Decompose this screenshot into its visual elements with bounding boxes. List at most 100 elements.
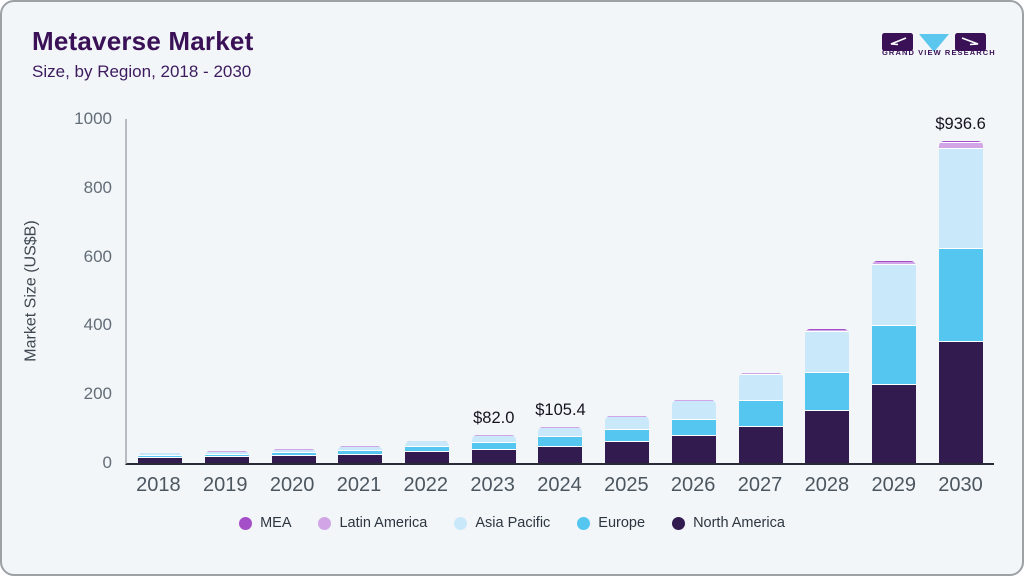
legend-item-europe: Europe <box>577 515 645 531</box>
page-title: Metaverse Market <box>32 26 254 56</box>
bar-segment-north-america-2027 <box>738 426 783 463</box>
bar-2019 <box>194 119 261 463</box>
bar-segment-north-america-2018 <box>138 457 183 463</box>
bar-segment-latin-america-2027 <box>738 373 783 375</box>
bar-segment-europe-2027 <box>738 401 783 427</box>
bar-segment-north-america-2028 <box>805 410 850 463</box>
bar-segment-europe-2021 <box>338 451 383 455</box>
bar-segment-latin-america-2030 <box>938 143 983 149</box>
bar-segment-europe-2023 <box>471 442 516 450</box>
legend-dot-icon <box>318 516 332 530</box>
y-tick-600: 600 <box>83 246 112 266</box>
bar-segment-latin-america-2023 <box>471 435 516 436</box>
bar-segment-north-america-2023 <box>471 449 516 463</box>
bar-segment-latin-america-2028 <box>805 329 850 332</box>
legend-dot-icon <box>454 516 468 530</box>
bar-value-label-2023: $82.0 <box>473 408 515 427</box>
legend-label: Asia Pacific <box>475 515 551 531</box>
bar-segment-latin-america-2026 <box>671 400 716 402</box>
bar-2028 <box>794 119 861 463</box>
x-label-2030: 2030 <box>938 474 983 496</box>
bar-segment-north-america-2022 <box>405 452 450 463</box>
bar-2025 <box>594 119 661 463</box>
bar-segment-asia-pacific-2022 <box>405 441 450 448</box>
bar-segment-north-america-2021 <box>338 454 383 463</box>
legend-label: Europe <box>598 515 646 531</box>
x-label-2024: 2024 <box>537 474 582 496</box>
x-label-2022: 2022 <box>403 474 449 496</box>
y-tick-0: 0 <box>102 453 112 472</box>
legend-label: North America <box>693 515 785 531</box>
bar-segment-asia-pacific-2029 <box>871 264 916 327</box>
bar-segment-north-america-2020 <box>271 456 316 463</box>
x-label-2028: 2028 <box>804 474 850 496</box>
bar-2021 <box>327 119 394 463</box>
legend-dot-icon <box>577 516 591 530</box>
grand-view-research-logo-icon <box>882 33 986 52</box>
legend-item-latin-america: Latin America <box>318 515 427 531</box>
bar-segment-mea-2026 <box>671 399 716 401</box>
bar-2018 <box>127 119 194 463</box>
x-label-2027: 2027 <box>737 474 783 496</box>
bar-segment-north-america-2024 <box>538 446 583 463</box>
bar-segment-mea-2030 <box>938 140 983 144</box>
bar-segment-latin-america-2025 <box>605 416 650 418</box>
bar-segment-north-america-2030 <box>938 341 983 463</box>
bar-segment-europe-2029 <box>871 326 916 385</box>
y-tick-400: 400 <box>83 315 112 335</box>
bar-segment-europe-2024 <box>538 436 583 447</box>
bar-segment-asia-pacific-2028 <box>805 331 850 373</box>
bar-segment-europe-2022 <box>405 447 450 452</box>
y-tick-800: 800 <box>83 177 112 197</box>
bar-segment-europe-2020 <box>271 453 316 457</box>
bar-segment-latin-america-2029 <box>871 261 916 265</box>
x-label-2029: 2029 <box>871 474 916 496</box>
x-label-2019: 2019 <box>203 474 248 496</box>
bar-segment-asia-pacific-2020 <box>271 449 316 454</box>
y-tick-200: 200 <box>83 384 112 404</box>
legend-label: Latin America <box>339 515 428 531</box>
bar-segment-europe-2026 <box>671 420 716 437</box>
bar-segment-asia-pacific-2025 <box>605 417 650 431</box>
x-axis-labels: 2018 2019 2020 2021 2022 2023 2024 2025 2026 2027… <box>125 474 994 497</box>
bar-2024: $105.4 <box>527 119 594 463</box>
bar-2026 <box>661 119 728 463</box>
bar-segment-europe-2018 <box>138 455 183 458</box>
bar-segment-europe-2019 <box>205 454 250 458</box>
legend: MEA Latin America Asia Pacific Europe North … <box>2 515 1022 531</box>
bar-segment-asia-pacific-2026 <box>671 401 716 421</box>
bar-2023: $82.0 <box>460 119 527 463</box>
legend-label: MEA <box>260 515 292 531</box>
legend-item-asia-pacific: Asia Pacific <box>454 515 550 531</box>
bars-area: $82.0 $105.4 $936.6 <box>127 115 994 463</box>
bar-segment-asia-pacific-2027 <box>738 374 783 402</box>
plot-area: $82.0 $105.4 $936.6 <box>125 115 994 465</box>
x-label-2025: 2025 <box>604 474 649 496</box>
bar-2020 <box>260 119 327 463</box>
x-label-2020: 2020 <box>269 474 315 496</box>
logo-wordmark: GRAND VIEW RESEARCH <box>882 48 996 57</box>
bar-value-label-2030: $936.6 <box>935 114 986 133</box>
y-axis-ticks: 0 200 400 600 800 1000 <box>40 109 112 472</box>
bar-segment-europe-2025 <box>605 430 650 443</box>
legend-dot-icon <box>239 516 253 530</box>
bar-segment-asia-pacific-2019 <box>205 451 250 455</box>
bar-segment-asia-pacific-2030 <box>938 148 983 250</box>
bar-2029 <box>861 119 928 463</box>
bar-segment-europe-2030 <box>938 249 983 342</box>
legend-item-mea: MEA <box>239 515 291 531</box>
bar-2027 <box>727 119 794 463</box>
bar-segment-north-america-2019 <box>205 457 250 463</box>
x-label-2023: 2023 <box>470 474 515 496</box>
x-label-2021: 2021 <box>336 474 382 496</box>
bar-segment-asia-pacific-2021 <box>338 446 383 452</box>
bar-value-label-2024: $105.4 <box>535 400 586 419</box>
bar-segment-mea-2027 <box>738 372 783 374</box>
bar-2022 <box>394 119 461 463</box>
bar-segment-mea-2028 <box>805 329 850 330</box>
bar-segment-asia-pacific-2018 <box>138 453 183 456</box>
legend-item-north-america: North America <box>672 515 785 531</box>
x-label-2026: 2026 <box>670 474 716 496</box>
page-subtitle: Size, by Region, 2018 - 2030 <box>32 62 252 81</box>
y-tick-1000: 1000 <box>74 109 112 128</box>
